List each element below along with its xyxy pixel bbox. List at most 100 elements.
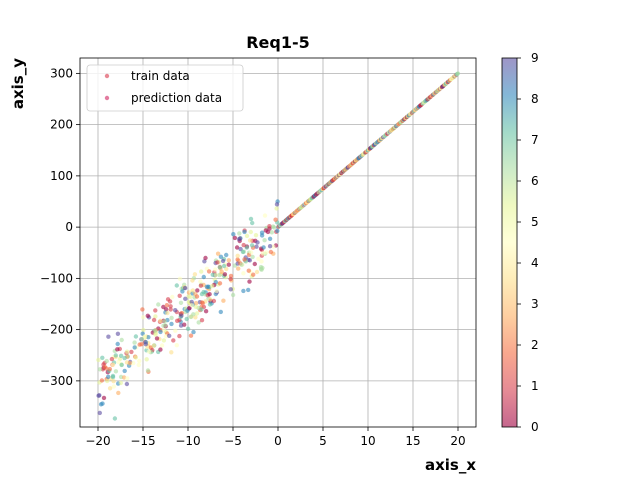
train-point [267, 244, 273, 249]
prediction-point [456, 71, 460, 76]
train-point [261, 245, 266, 250]
train-point [163, 334, 169, 339]
train-point [241, 242, 246, 248]
train-point [173, 328, 178, 333]
train-point [174, 283, 179, 288]
train-point [140, 307, 145, 312]
train-point [156, 302, 161, 307]
train-point [163, 323, 168, 328]
train-point [153, 314, 158, 319]
train-point [119, 337, 124, 343]
x-tick-label: −15 [130, 434, 155, 448]
train-point [253, 233, 259, 238]
train-point [218, 254, 224, 259]
train-point [193, 304, 198, 309]
train-point [244, 233, 250, 239]
train-point [173, 308, 178, 313]
train-point [259, 259, 264, 264]
train-point [113, 369, 119, 374]
train-point [189, 299, 194, 305]
train-point [248, 216, 254, 222]
train-point [220, 258, 226, 264]
train-point [106, 334, 111, 339]
train-point [226, 262, 231, 267]
train-point [273, 217, 278, 222]
legend-box [86, 64, 244, 112]
train-point [102, 364, 108, 370]
train-point [174, 343, 179, 348]
train-point [178, 323, 184, 328]
train-point [168, 307, 173, 312]
train-point [161, 338, 167, 343]
train-point [145, 313, 150, 318]
train-point [267, 236, 273, 241]
train-point [267, 224, 272, 229]
train-point [127, 361, 132, 366]
colorbar: 0 1 2 3 4 5 6 7 8 9 [501, 51, 539, 434]
x-tick-label: 5 [319, 434, 327, 448]
colorbar-tick-label: 6 [531, 174, 539, 188]
train-point [209, 283, 215, 289]
train-point [231, 232, 236, 237]
train-point [133, 334, 139, 339]
train-point [143, 342, 148, 347]
train-point [122, 355, 127, 361]
train-point [175, 318, 180, 323]
train-point [198, 279, 203, 284]
train-point [110, 374, 116, 380]
train-point [219, 269, 224, 274]
train-point [230, 292, 236, 298]
train-point [250, 254, 255, 260]
train-point [177, 276, 183, 281]
train-point [113, 353, 119, 358]
train-point [162, 319, 167, 324]
train-point [268, 249, 274, 255]
train-point [236, 237, 242, 242]
train-point [100, 355, 105, 360]
grid-lines [80, 58, 476, 427]
train-point [132, 340, 137, 345]
train-point [244, 245, 249, 250]
train-point [124, 381, 130, 387]
train-point [254, 269, 260, 275]
train-point [115, 341, 120, 347]
train-point [199, 269, 204, 274]
x-tick-label: 0 [274, 434, 282, 448]
train-point [115, 347, 120, 352]
train-point [96, 393, 101, 398]
train-point [129, 349, 134, 355]
train-point [144, 357, 149, 362]
train-point [169, 321, 174, 327]
train-point [191, 329, 196, 335]
train-point [112, 416, 118, 421]
colorbar-tick-label: 4 [531, 256, 539, 270]
train-point [196, 320, 201, 325]
train-point [125, 376, 130, 381]
train-point [193, 301, 199, 306]
train-point [118, 353, 124, 358]
train-point [203, 255, 208, 261]
train-point [171, 338, 176, 343]
train-point [237, 231, 242, 236]
train-point [195, 288, 200, 293]
train-point [235, 257, 240, 262]
x-tick-label: 15 [405, 434, 420, 448]
legend-label-prediction: prediction data [131, 91, 222, 105]
train-point [194, 294, 200, 299]
train-point [151, 343, 157, 348]
train-point [252, 261, 257, 267]
train-point [109, 356, 115, 362]
x-tick-label: 20 [450, 434, 465, 448]
train-point [192, 272, 198, 277]
train-point [179, 313, 184, 318]
colorbar-tick-label: 7 [531, 133, 539, 147]
train-point [214, 288, 219, 294]
legend-label-train: train data [131, 69, 190, 83]
train-point [249, 243, 255, 248]
y-tick-label: −200 [40, 323, 73, 337]
train-point [169, 315, 174, 321]
train-point [132, 345, 137, 350]
train-point [104, 358, 109, 364]
train-point [136, 362, 141, 368]
train-point [239, 262, 244, 267]
